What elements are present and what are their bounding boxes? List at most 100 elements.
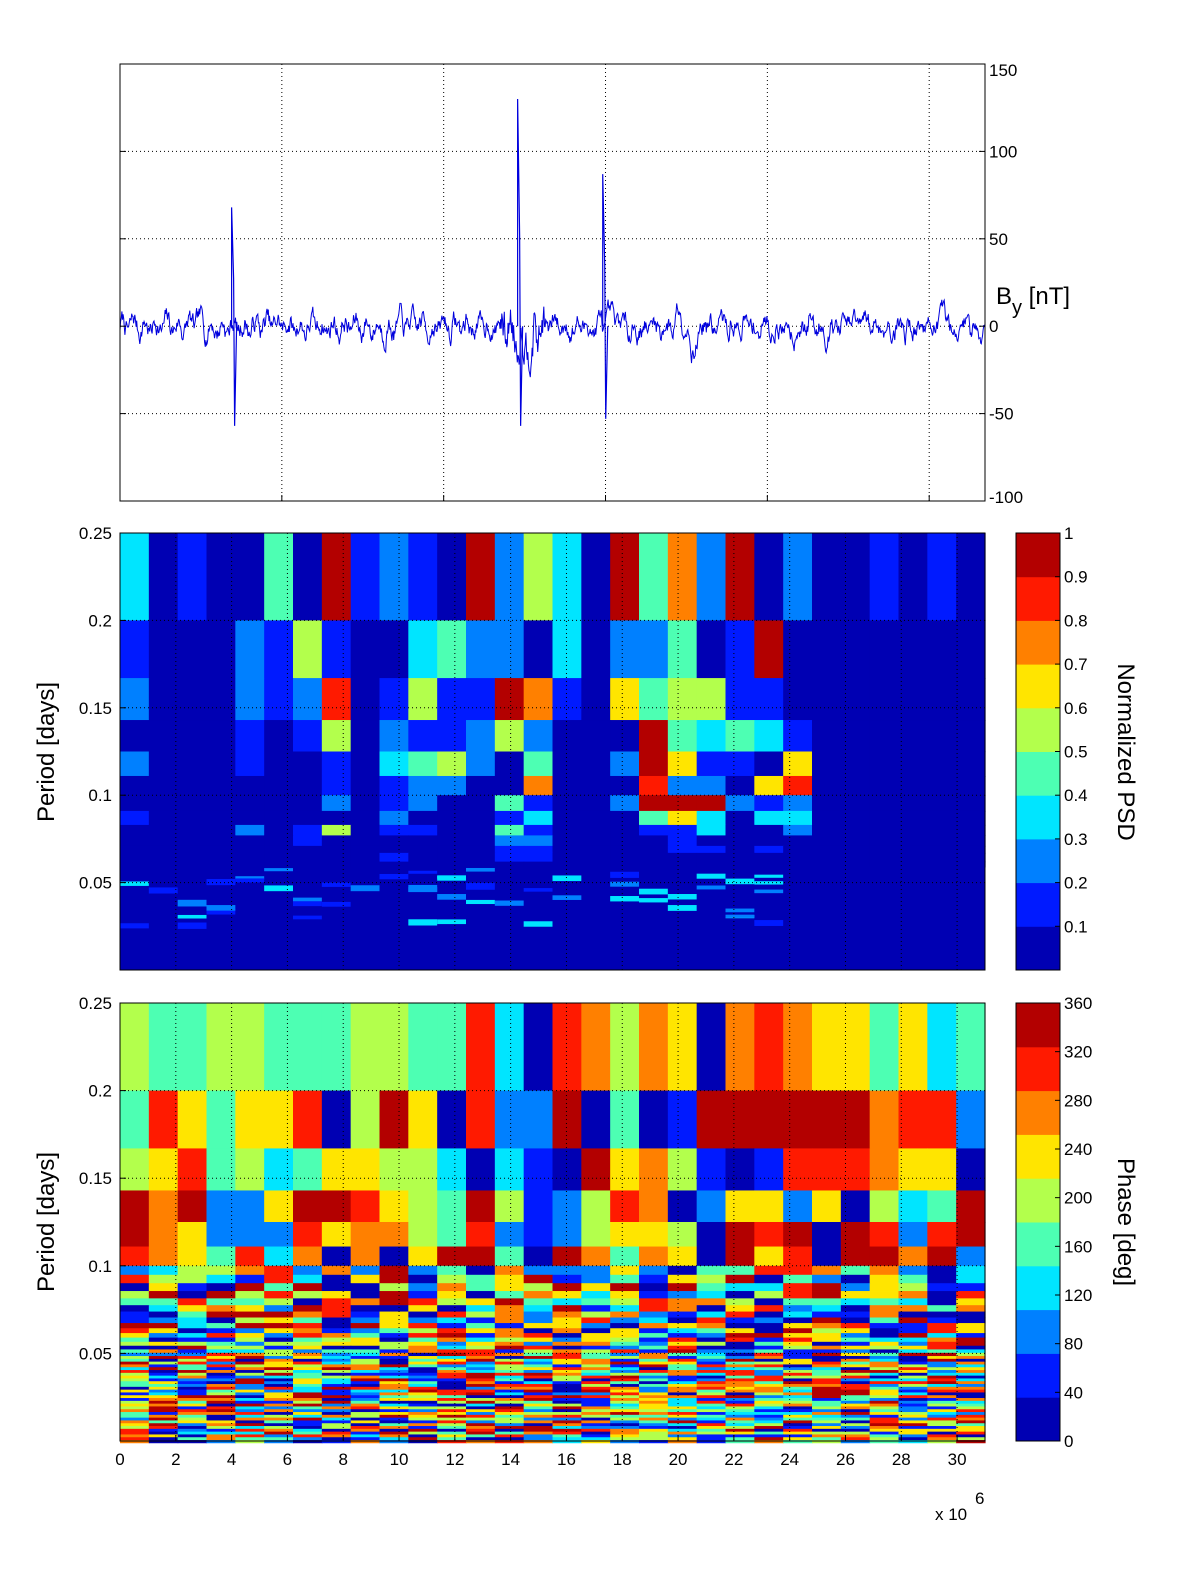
heat-cell bbox=[379, 1003, 409, 1092]
heat-cell bbox=[494, 1400, 525, 1405]
heat-cell bbox=[696, 1090, 727, 1150]
heat-cell bbox=[408, 1148, 438, 1192]
heat-cell bbox=[235, 1437, 265, 1441]
heat-cell bbox=[379, 1428, 409, 1433]
heat-cell bbox=[927, 1274, 957, 1284]
heat-cell bbox=[350, 1423, 381, 1427]
heat-cell bbox=[898, 1378, 928, 1382]
heat-cell bbox=[494, 1381, 525, 1385]
heat-cell bbox=[350, 1341, 381, 1347]
heat-cell bbox=[466, 1148, 496, 1192]
heat-cell bbox=[552, 810, 582, 826]
heat-cell bbox=[610, 824, 640, 837]
heat-cell bbox=[840, 1246, 871, 1267]
heat-cell bbox=[206, 1381, 236, 1385]
heat-cell bbox=[408, 1345, 438, 1350]
heat-cell bbox=[898, 861, 928, 868]
heat-cell bbox=[639, 810, 669, 826]
heat-cell bbox=[812, 1274, 842, 1284]
heat-cell bbox=[869, 861, 900, 868]
heat-cell bbox=[293, 1265, 323, 1276]
heat-cell bbox=[927, 1400, 957, 1405]
heat-cell bbox=[321, 620, 352, 679]
heat-cell bbox=[927, 1349, 957, 1354]
heat-cell bbox=[235, 751, 265, 777]
heat-cell bbox=[494, 720, 525, 753]
heat-cell bbox=[552, 1090, 582, 1150]
heat-cell bbox=[754, 678, 784, 721]
heat-cell bbox=[235, 1298, 265, 1306]
heat-cell bbox=[696, 1375, 727, 1379]
heat-cell bbox=[725, 1298, 755, 1306]
heat-cell bbox=[610, 1352, 640, 1357]
heat-cell bbox=[783, 1431, 813, 1435]
heat-cell bbox=[812, 1426, 842, 1430]
heat-cell bbox=[840, 1392, 871, 1396]
heat-cell bbox=[956, 678, 986, 721]
heat-cell bbox=[927, 1356, 957, 1360]
psd-cells bbox=[120, 533, 986, 970]
heat-cell bbox=[408, 1372, 438, 1377]
heat-cell bbox=[350, 1311, 381, 1318]
heat-cell bbox=[783, 1409, 813, 1413]
heat-cell bbox=[321, 1414, 352, 1419]
heat-cell bbox=[235, 1291, 265, 1299]
heat-cell bbox=[869, 1412, 900, 1416]
heat-cell bbox=[293, 678, 323, 721]
heat-cell bbox=[898, 1317, 928, 1324]
heat-cell bbox=[350, 1370, 381, 1374]
heat-cell bbox=[783, 775, 813, 796]
heat-cell bbox=[120, 1274, 150, 1284]
heat-cell bbox=[148, 1246, 179, 1267]
heat-cell bbox=[466, 1352, 496, 1357]
heat-cell bbox=[869, 1423, 900, 1427]
heat-cell bbox=[235, 1378, 265, 1382]
heat-cell bbox=[956, 795, 986, 812]
heat-cell bbox=[667, 1381, 698, 1385]
heat-cell bbox=[581, 1395, 611, 1399]
heat-cell bbox=[523, 1414, 554, 1419]
heat-cell bbox=[812, 1431, 842, 1435]
heat-cell bbox=[206, 1349, 236, 1354]
heat-cell bbox=[581, 1386, 611, 1391]
heat-cell bbox=[494, 1274, 525, 1284]
heat-cell bbox=[408, 751, 438, 777]
heat-cell bbox=[264, 852, 294, 863]
heat-cell bbox=[754, 620, 784, 679]
heat-cell bbox=[264, 1003, 294, 1092]
heat-cell bbox=[379, 1246, 409, 1267]
heat-cell bbox=[408, 795, 438, 812]
heat-cell bbox=[235, 1361, 265, 1365]
heat-cell bbox=[783, 810, 813, 826]
heat-cell bbox=[581, 1372, 611, 1377]
heat-cell bbox=[264, 1333, 294, 1338]
heat-cell bbox=[350, 1291, 381, 1299]
heat-cell bbox=[408, 1414, 438, 1419]
heat-cell bbox=[869, 1395, 900, 1399]
heat-cell bbox=[120, 824, 150, 837]
heat-cell bbox=[408, 1406, 438, 1410]
heat-cell bbox=[235, 1398, 265, 1402]
heat-cell bbox=[321, 678, 352, 721]
heat-cell bbox=[552, 1333, 582, 1338]
heat-cell bbox=[840, 1412, 871, 1416]
heat-cell bbox=[869, 1291, 900, 1299]
heat-cell bbox=[206, 1358, 236, 1363]
heat-cell bbox=[581, 1370, 611, 1374]
heat-cell bbox=[321, 1400, 352, 1405]
heat-cell bbox=[293, 1417, 323, 1421]
heat-cell bbox=[321, 1381, 352, 1385]
heat-cell bbox=[466, 1426, 496, 1430]
heat-cell bbox=[725, 1412, 755, 1416]
heat-cell bbox=[523, 1352, 554, 1357]
heat-cell bbox=[293, 1003, 323, 1092]
heat-cell bbox=[812, 1341, 842, 1347]
heat-cell bbox=[696, 1378, 727, 1382]
heat-fleck bbox=[437, 894, 466, 900]
heat-cell bbox=[581, 1003, 611, 1092]
heat-fleck bbox=[206, 905, 236, 911]
heat-cell bbox=[148, 1090, 179, 1150]
heat-cell bbox=[667, 720, 698, 753]
heat-cell bbox=[552, 1409, 582, 1413]
heat-cell bbox=[956, 1222, 986, 1248]
